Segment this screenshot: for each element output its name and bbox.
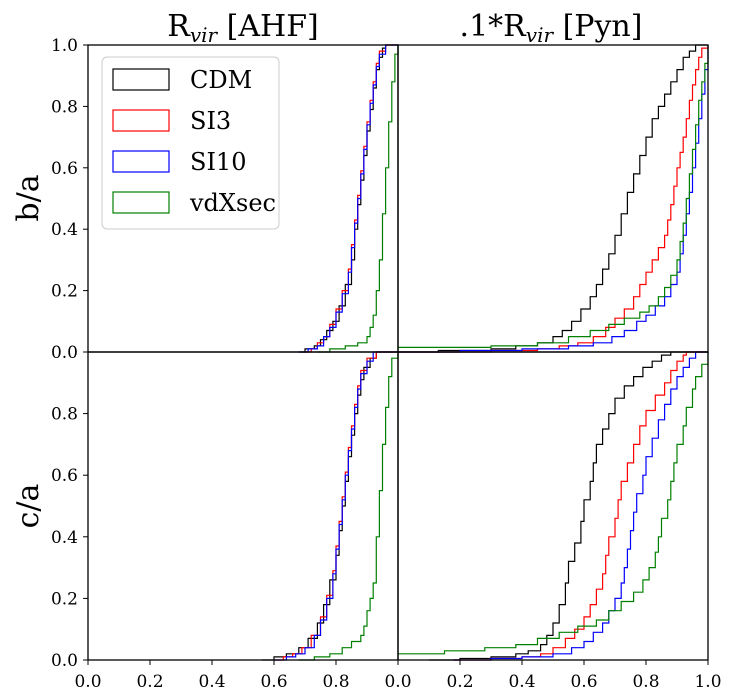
- x-tick-label: 0.8: [322, 672, 349, 692]
- legend-box: [101, 56, 280, 230]
- legend-swatch-cdm: [112, 68, 170, 91]
- y-tick-label: 0.0: [51, 343, 78, 363]
- column-title-ahf-tail: [AHF]: [217, 9, 319, 44]
- x-tick-label: 0.4: [508, 672, 535, 692]
- series-cdm-step-line: [261, 351, 398, 661]
- x-tick-label: 0.2: [446, 672, 473, 692]
- y-tick-label: 1.0: [51, 36, 78, 56]
- series-vdxsec-step-line: [317, 45, 399, 353]
- x-tick-label: 1.0: [694, 672, 721, 692]
- x-tick-label: 0.8: [632, 672, 659, 692]
- axis-ticks: 0.0 0.2 0.4 0.6 0.8 0.0 0.2 0.4 0.6 0.8 1.0 0.0 0.2 0…: [51, 36, 722, 692]
- column-title-pyn-main: .1*R: [460, 9, 528, 44]
- y-tick-label: 0.4: [51, 220, 78, 240]
- column-title-pyn-tail: [Pyn]: [553, 9, 642, 44]
- y-tick-label: 0.0: [51, 651, 78, 671]
- series-vdxsec-step-line: [298, 352, 399, 661]
- y-tick-label: 0.2: [51, 282, 78, 302]
- legend-label-si3: SI3: [190, 107, 231, 135]
- series-si3-step-line: [301, 44, 398, 353]
- series-si10-step-line: [274, 351, 398, 661]
- panel-c-a-ahf: [261, 351, 399, 661]
- panel-frame-c-a-pyn: [397, 351, 709, 661]
- x-tick-label: 0.6: [260, 672, 287, 692]
- series-si10-step-line: [398, 45, 709, 353]
- x-tick-label: 0.0: [74, 672, 101, 692]
- legend-label-vdxsec: vdXsec: [189, 189, 276, 217]
- series-cdm-step-line: [429, 351, 708, 661]
- series-si10-step-line: [453, 351, 708, 661]
- x-tick-label: 0.2: [136, 672, 163, 692]
- row-label-b-a: b/a: [11, 174, 46, 221]
- y-tick-label: 0.2: [51, 589, 78, 609]
- panel-c-a-pyn: [398, 351, 709, 661]
- legend-label-si10: SI10: [190, 148, 246, 176]
- legend-entries: CDM SI3 SI10 vdXsec: [112, 66, 276, 217]
- y-tick-label: 0.6: [51, 159, 78, 179]
- legend-swatch-vdxsec: [112, 191, 170, 214]
- panel-frame-c-a-ahf: [87, 351, 399, 661]
- series-vdxsec-step-line: [398, 352, 709, 655]
- series-vdxsec-step-line: [398, 45, 709, 348]
- column-title-pyn: .1*Rvir [Pyn]: [460, 9, 643, 47]
- y-tick-label: 0.4: [51, 528, 78, 548]
- series-si10-step-line: [298, 44, 398, 353]
- row-label-c-a: c/a: [11, 483, 46, 528]
- column-title-ahf: Rvir [AHF]: [167, 9, 318, 47]
- column-title-pyn-subscript: vir: [526, 23, 555, 47]
- x-tick-label: 0.0: [384, 672, 411, 692]
- y-tick-label: 0.6: [51, 466, 78, 486]
- x-tick-label: 0.4: [198, 672, 225, 692]
- legend-swatch-si10: [112, 150, 170, 173]
- y-tick-label: 0.8: [51, 405, 78, 425]
- column-title-ahf-subscript: vir: [190, 23, 219, 47]
- y-tick-label: 0.8: [51, 97, 78, 117]
- x-tick-label: 0.6: [570, 672, 597, 692]
- legend: CDM SI3 SI10 vdXsec: [101, 56, 280, 230]
- panel-b-a-ahf: [298, 44, 399, 353]
- panel-b-a-pyn: [398, 44, 709, 353]
- series-si3-step-line: [453, 351, 708, 661]
- legend-label-cdm: CDM: [190, 66, 252, 94]
- series-cdm-step-line: [298, 44, 398, 353]
- series-layer: [261, 44, 709, 661]
- column-title-ahf-main: R: [167, 9, 191, 44]
- legend-swatch-si3: [112, 109, 170, 132]
